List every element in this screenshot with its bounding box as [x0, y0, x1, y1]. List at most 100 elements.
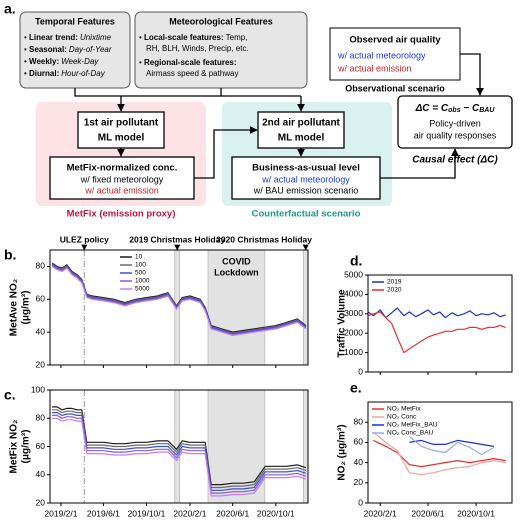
period-label: 2020 Christmas Holiday: [216, 234, 312, 244]
y-tick-label: 20: [354, 477, 364, 487]
y-axis-label: (μg/m³): [21, 430, 32, 464]
period-label: Lockdown: [214, 267, 259, 277]
item: Airmass speed & pathway: [146, 69, 239, 78]
legend-label: 500: [135, 270, 146, 277]
delta-box: [397, 95, 513, 149]
box-line: w/ fixed meteorology: [80, 174, 164, 184]
x-tick-label: 2019/2/1: [44, 508, 77, 518]
series-line: [51, 262, 307, 333]
y-tick-label: 40: [36, 326, 46, 336]
item: • Linear trend: Unixtime: [24, 33, 112, 42]
series-line: [367, 307, 506, 319]
y-tick-label: 60: [36, 441, 46, 451]
box-title: Observed air quality: [349, 35, 441, 46]
box-line: w/ BAU emission scenario: [253, 185, 359, 195]
region-label: Counterfactual scenario: [252, 209, 361, 220]
y-tick-label: 2000: [344, 327, 363, 337]
legend-label: 2019: [387, 279, 402, 286]
x-tick-label: 2020/10/1: [457, 508, 495, 518]
box-title: Temporal Features: [35, 16, 115, 26]
legend-label: NO₂ Conc_BAU: [387, 430, 434, 437]
panel-label: d.: [350, 253, 362, 269]
legend-label: 100: [135, 262, 146, 269]
plot-frame: [367, 401, 513, 504]
series-line: [51, 263, 307, 334]
x-tick-label: 2020/2/1: [364, 508, 397, 518]
series-line: [409, 439, 494, 447]
box-title: MetFix-normalized conc.: [67, 163, 178, 174]
x-tick-label: 2019/10/1: [128, 508, 166, 518]
y-tick-label: 20: [36, 497, 46, 507]
item: • Weekly: Week-Day: [24, 57, 99, 66]
panel-label: e.: [350, 380, 362, 396]
legend-label: NO₂ Conc: [387, 414, 417, 421]
period-label: COVID: [222, 256, 251, 266]
y-tick-label: 0: [358, 497, 363, 507]
temporal-items: • Linear trend: Unixtime • Seasonal: Day-o…: [24, 33, 112, 78]
series-line: [52, 412, 307, 491]
legend-label: NO₂ MetFix_BAU: [387, 422, 438, 429]
x-tick-label: 2019/6/1: [87, 508, 120, 518]
y-tick-label: 5000: [344, 269, 363, 279]
x-tick-label: 2020/2/1: [173, 508, 206, 518]
y-tick-label: 4000: [344, 289, 363, 299]
model-text: ML model: [278, 133, 325, 144]
y-tick-label: 40: [354, 457, 364, 467]
box-line: w/ actual meteorology: [261, 174, 350, 184]
y-tick-label: 40: [36, 469, 46, 479]
series-line: [52, 414, 307, 494]
plot-frame: [367, 274, 513, 373]
y-tick-label: 1000: [344, 347, 363, 357]
series-line: [51, 265, 307, 336]
scenario-label: Observational scenario: [345, 83, 445, 93]
observed-box: [329, 27, 461, 81]
item: • Local-scale features: Temp,: [139, 33, 247, 42]
y-tick-label: 80: [36, 261, 46, 271]
y-tick-label: 60: [354, 437, 364, 447]
legend-label: 5000: [135, 286, 150, 293]
y-tick-label: 60: [36, 294, 46, 304]
series-line: [51, 265, 307, 336]
series-line: [373, 439, 506, 468]
series-line: [52, 409, 307, 489]
box-line: w/ actual emission: [84, 185, 159, 195]
shaded-period: [303, 389, 309, 504]
delta-line: air quality responses: [414, 130, 497, 140]
x-tick-label: 2020/6/1: [216, 508, 249, 518]
legend-label: 1000: [135, 278, 150, 285]
item: • Regional-scale features:: [139, 58, 237, 67]
y-tick-label: 0: [358, 366, 363, 376]
x-tick-label: 2020/6/1: [411, 508, 444, 518]
arrow: [460, 53, 484, 96]
y-axis-label: MetFix NO₂: [9, 420, 20, 474]
item: RH, BLH, Winds, Precip, etc.: [146, 44, 249, 53]
period-label: 2019 Christmas Holiday: [129, 234, 225, 244]
arrows: [74, 53, 484, 179]
y-tick-label: 80: [36, 413, 46, 423]
model-text: 1st air pollutant: [84, 118, 159, 129]
arrow: [380, 148, 459, 179]
connector: [74, 88, 301, 97]
item: • Diurnal: Hour-of-Day: [24, 69, 106, 78]
series-line: [373, 431, 506, 476]
x-tick-label: 2020/10/1: [257, 508, 295, 518]
legend-label: 2020: [387, 287, 402, 294]
metfix-box: [49, 156, 195, 200]
series-line: [367, 311, 506, 354]
shaded-period: [207, 249, 266, 366]
series-line: [51, 264, 307, 335]
model-text: 2nd air pollutant: [262, 118, 340, 129]
model-text: ML model: [98, 133, 145, 144]
panel-label: c.: [4, 387, 16, 403]
bau-box: [231, 156, 381, 200]
series-line: [409, 435, 495, 456]
y-tick-label: 80: [354, 416, 364, 426]
region-label: MetFix (emission proxy): [67, 209, 176, 220]
y-tick-label: 3000: [344, 308, 363, 318]
arrow: [194, 126, 258, 179]
series-line: [52, 406, 307, 486]
panel-label: a.: [4, 1, 16, 17]
event-label: ULEZ policy: [60, 234, 109, 244]
